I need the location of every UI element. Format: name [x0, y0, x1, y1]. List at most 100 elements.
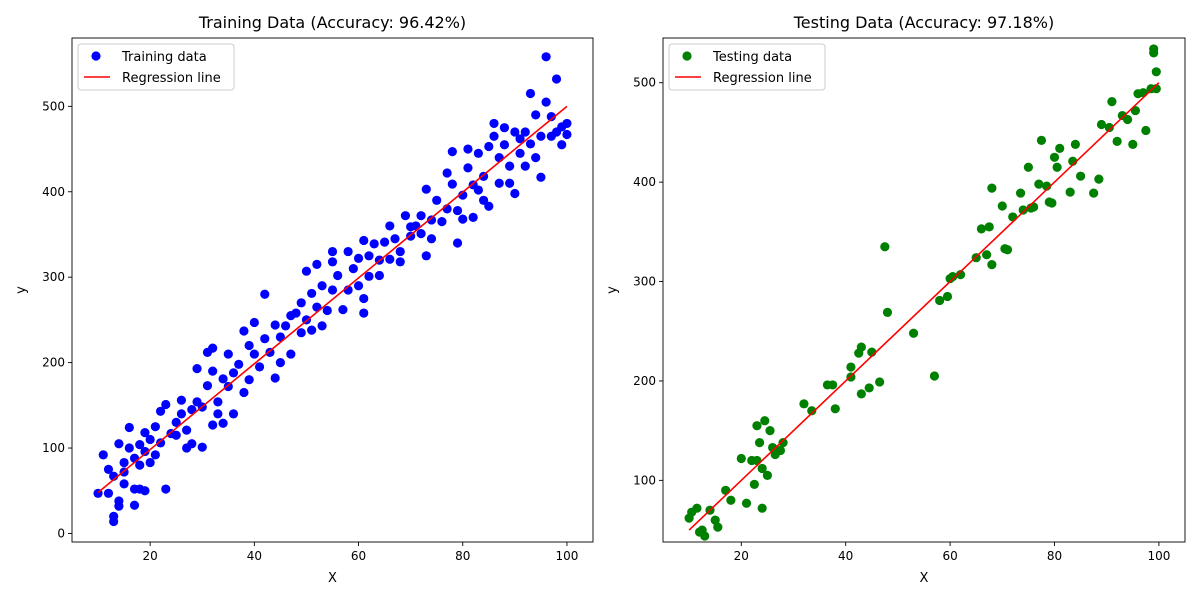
testing-data-point	[762, 470, 773, 480]
testing-x-tick-label: 80	[1047, 549, 1062, 563]
training-data-point	[312, 259, 322, 269]
training-data-point	[161, 399, 171, 410]
testing-x-tick-label: 20	[734, 549, 749, 563]
training-data-point	[447, 147, 457, 157]
training-y-tick-label: 0	[57, 526, 65, 540]
training-data-point	[494, 178, 504, 188]
testing-data-point	[1052, 162, 1062, 172]
testing-data-point	[754, 437, 765, 448]
training-data-point	[369, 239, 379, 249]
training-y-tick-label: 400	[42, 185, 65, 199]
training-data-point	[213, 397, 223, 407]
testing-data-point	[908, 328, 919, 338]
training-data-point	[171, 430, 181, 440]
testing-data-point	[757, 463, 767, 474]
training-data-point	[327, 246, 338, 257]
testing-data-point	[987, 260, 997, 270]
training-data-point	[515, 148, 525, 158]
training-data-point	[208, 343, 218, 353]
testing-x-axis-label: X	[920, 571, 929, 586]
training-data-point	[520, 161, 530, 171]
training-data-point	[515, 134, 525, 144]
training-data-point	[124, 443, 134, 453]
training-data-point	[155, 406, 166, 416]
testing-data-point	[984, 222, 994, 232]
training-y-tick-label: 500	[42, 99, 65, 113]
training-data-point	[145, 434, 155, 445]
testing-legend-box	[668, 43, 826, 91]
testing-data-point	[1008, 212, 1018, 222]
testing-data-point	[948, 271, 958, 282]
testing-axes-frame	[662, 37, 1186, 543]
training-data-point	[390, 234, 400, 244]
testing-data-point	[726, 495, 736, 505]
training-data-point	[385, 221, 395, 231]
training-data-point	[452, 205, 463, 216]
testing-data-point	[1015, 188, 1026, 198]
training-data-point	[119, 457, 129, 468]
training-data-point	[140, 428, 150, 438]
training-data-point	[364, 271, 374, 281]
training-data-point	[426, 234, 437, 244]
training-data-point	[499, 140, 510, 150]
testing-data-point	[765, 426, 775, 436]
training-x-axis-label: X	[328, 571, 337, 586]
training-y-tick-label: 100	[42, 441, 65, 455]
training-data-point	[338, 305, 348, 315]
training-data-point	[416, 229, 426, 239]
training-data-point	[218, 374, 228, 384]
testing-data-point	[828, 380, 838, 390]
training-data-point	[489, 131, 499, 141]
training-data-point	[145, 457, 155, 468]
training-data-point	[281, 321, 291, 331]
training-data-point	[98, 450, 108, 460]
testing-y-tick-label: 100	[633, 473, 656, 487]
training-data-point	[395, 257, 405, 267]
training-data-point	[380, 237, 390, 247]
testing-data-point	[1002, 245, 1013, 255]
training-data-point	[416, 211, 426, 221]
training-data-point	[103, 488, 114, 498]
training-data-point	[395, 246, 405, 257]
training-data-point	[197, 442, 207, 452]
training-data-point	[208, 366, 218, 376]
testing-data-point	[1023, 162, 1033, 172]
training-data-point	[254, 362, 265, 372]
training-legend-entry-label: Training data	[121, 50, 207, 65]
training-data-point	[359, 235, 369, 246]
testing-data-point	[955, 269, 966, 280]
testing-data-point	[1149, 44, 1159, 54]
training-data-point	[202, 381, 213, 391]
training-data-point	[317, 281, 327, 291]
training-data-point	[353, 281, 364, 291]
testing-data-point	[880, 242, 890, 252]
training-data-point	[275, 358, 285, 368]
training-chart-title: Training Data (Accuracy: 96.42%)	[198, 13, 466, 32]
training-data-point	[124, 422, 134, 433]
training-data-point	[208, 420, 218, 430]
training-data-point	[239, 387, 249, 398]
training-data-point	[155, 438, 166, 448]
training-data-point	[333, 270, 343, 281]
testing-data-point	[982, 250, 992, 260]
training-data-point	[192, 363, 202, 374]
training-data-point	[525, 88, 536, 99]
testing-data-point	[935, 295, 945, 306]
training-data-point	[301, 266, 312, 276]
testing-data-point	[713, 522, 723, 532]
training-data-point	[140, 486, 150, 496]
training-data-point	[531, 152, 541, 163]
training-data-point	[270, 320, 280, 330]
training-data-point	[244, 340, 254, 351]
training-data-point	[546, 111, 556, 122]
training-data-point	[150, 450, 160, 460]
training-data-point	[182, 425, 192, 435]
testing-data-point	[1070, 139, 1080, 149]
training-data-point	[385, 254, 395, 264]
testing-data-point	[1141, 125, 1151, 136]
training-data-point	[557, 140, 567, 150]
training-data-point	[484, 201, 494, 211]
testing-data-point	[752, 455, 762, 466]
testing-x-tick-label: 100	[1147, 549, 1170, 563]
training-data-point	[171, 417, 181, 428]
